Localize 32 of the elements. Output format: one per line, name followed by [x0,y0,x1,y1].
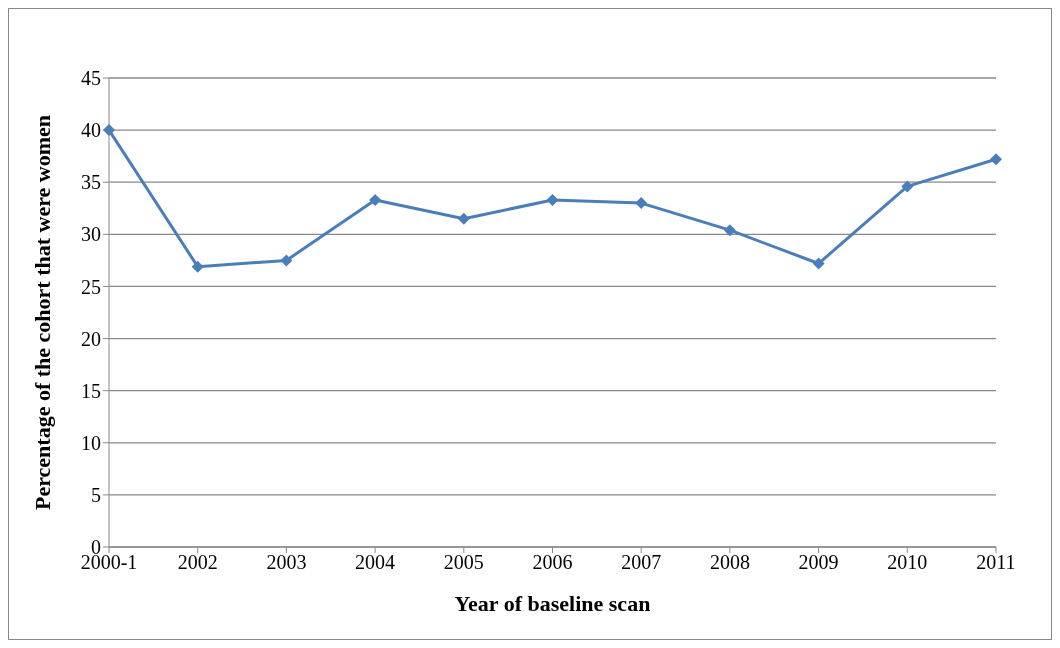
point [191,260,204,273]
y-tick-label: 25 [81,275,101,298]
y-tick-label: 10 [81,431,101,454]
x-tick-label: 2002 [177,551,218,574]
x-tick-label: 2008 [709,551,750,574]
x-tick-label: 2004 [355,551,396,574]
point [635,197,648,210]
x-tick-label: 2003 [266,551,307,574]
point [457,212,470,225]
point [901,180,914,193]
x-tick-label: 2005 [443,551,484,574]
y-tick-label: 40 [81,119,101,142]
point [812,257,825,270]
point [723,224,736,237]
y-tick-label: 45 [81,67,101,90]
point [990,153,1002,166]
point [280,254,293,267]
point [546,193,559,206]
y-tick-label: 5 [91,483,101,506]
x-axis-title: Year of baseline scan [454,591,651,616]
x-tick-label: 2011 [976,551,1016,574]
point [369,193,382,206]
point [103,124,115,137]
y-tick-label: 35 [81,171,101,194]
y-tick-label: 15 [81,379,101,402]
x-tick-label: 2010 [887,551,928,574]
y-tick-label: 30 [81,223,101,246]
y-axis-title: Percentage of the cohort that were women [29,114,55,511]
x-tick-label: 2007 [621,551,662,574]
x-tick-label: 2006 [532,551,573,574]
y-tick-label: 20 [81,327,101,350]
x-tick-label: 2009 [798,551,839,574]
